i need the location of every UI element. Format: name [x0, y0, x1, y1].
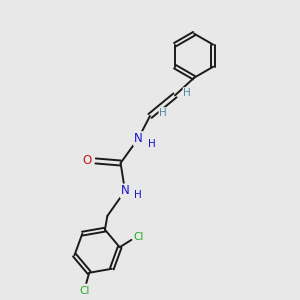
- Text: Cl: Cl: [80, 286, 90, 296]
- Text: O: O: [83, 154, 92, 167]
- Text: Cl: Cl: [134, 232, 144, 242]
- Text: N: N: [121, 184, 129, 197]
- Text: H: H: [134, 190, 142, 200]
- Text: H: H: [159, 108, 167, 118]
- Text: H: H: [184, 88, 191, 98]
- Text: N: N: [134, 132, 142, 145]
- Text: H: H: [148, 140, 155, 149]
